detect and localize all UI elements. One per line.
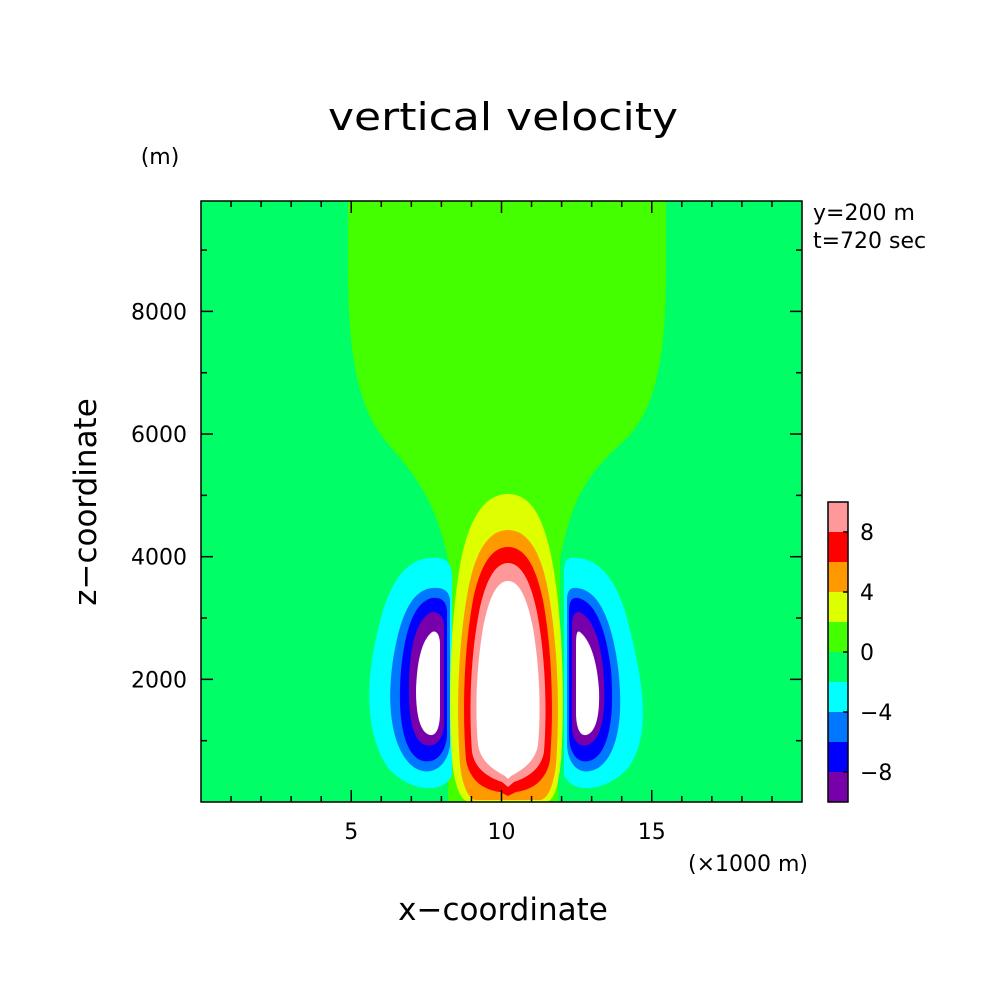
y-axis-label: z−coordinate (68, 398, 104, 606)
colorbar-band (828, 562, 848, 592)
colorbar-band (828, 622, 848, 652)
y-tick-label: 8000 (131, 300, 187, 325)
x-tick-label: 15 (638, 820, 666, 845)
left-downdraft-core (416, 631, 440, 736)
colorbar-band (828, 502, 848, 532)
x-tick-label: 5 (344, 820, 358, 845)
colorbar-band (828, 682, 848, 712)
x-tick-label: 10 (488, 820, 516, 845)
colorbar-tick-label: 8 (860, 521, 874, 546)
colorbar: 8 4 0 −4 −8 (827, 501, 892, 803)
colorbar-band (828, 532, 848, 562)
colorbar-tick-label: −4 (860, 701, 892, 726)
y-tick-labels: 2000 4000 6000 8000 (131, 300, 187, 693)
colorbar-band (828, 652, 848, 682)
colorbar-tick-label: −8 (860, 761, 892, 786)
colorbar-band (828, 742, 848, 772)
x-axis-label: x−coordinate (398, 892, 608, 928)
colorbar-tick-label: 4 (860, 581, 874, 606)
y-tick-label: 6000 (131, 423, 187, 448)
x-tick-labels: 5 10 15 (344, 820, 666, 845)
colorbar-band (828, 712, 848, 742)
plot-area (201, 201, 802, 802)
y-tick-label: 2000 (131, 668, 187, 693)
colorbar-tick-label: 0 (860, 641, 874, 666)
right-downdraft-core (576, 631, 600, 736)
y-unit-label: (m) (141, 145, 180, 170)
axis-ticks (201, 201, 802, 802)
y-tick-label: 4000 (131, 546, 187, 571)
updraft-core (476, 581, 540, 779)
chart-title: vertical velocity (328, 95, 678, 139)
colorbar-band (828, 772, 848, 802)
colorbar-band (828, 592, 848, 622)
annotation-y: y=200 m (813, 201, 915, 226)
x-unit-label: (×1000 m) (688, 852, 808, 877)
annotation-t: t=720 sec (813, 229, 926, 254)
